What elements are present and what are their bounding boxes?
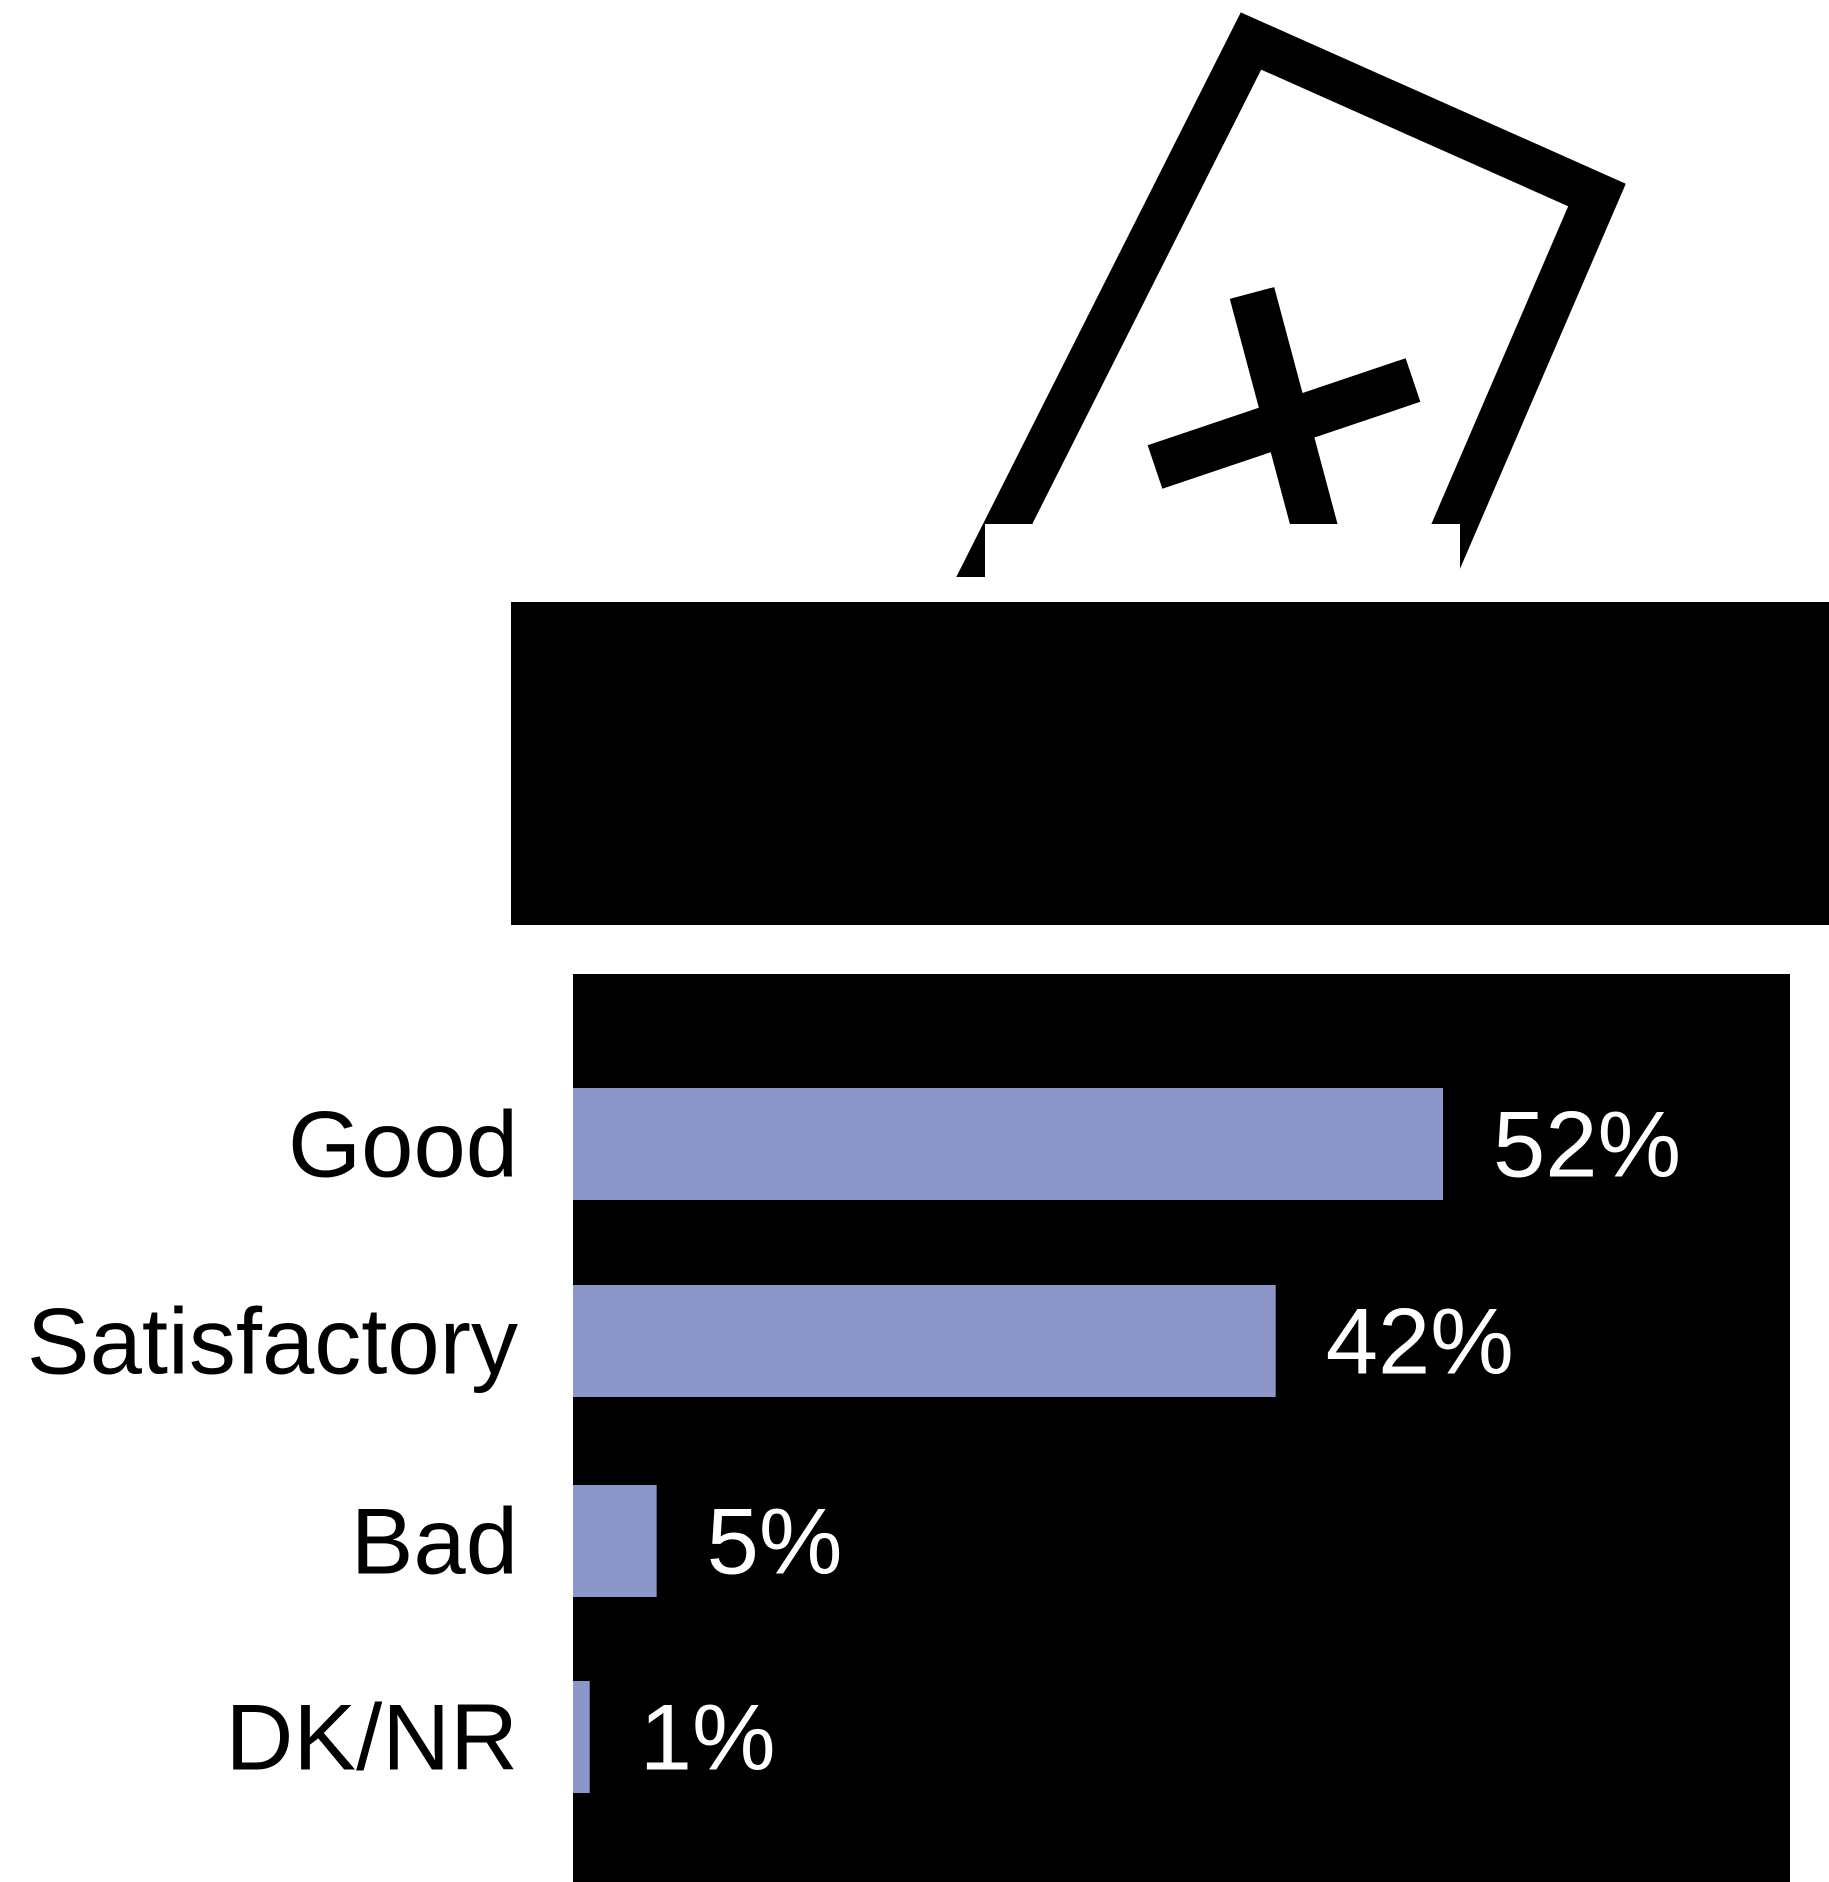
bar-bad [573,1485,657,1597]
value-label: 5% [707,1489,843,1594]
category-label: Bad [351,1489,518,1594]
category-label: DK/NR [226,1685,518,1790]
x-mark-icon [1147,287,1421,561]
ballot-box-lid [511,602,1829,925]
bar-satisfactory [573,1285,1276,1397]
value-label: 42% [1326,1289,1514,1394]
ballot-paper-icon [956,12,1626,577]
category-label: Satisfactory [27,1289,518,1394]
ballot-slot-cover [985,524,1460,602]
value-label: 52% [1493,1092,1681,1197]
bar-dk-nr [573,1681,590,1793]
value-label: 1% [640,1685,776,1790]
bars-layer: Good 52% Satisfactory 42% Bad 5% DK/NR 1% [27,1088,1681,1793]
category-label: Good [288,1092,518,1197]
bar-good [573,1088,1443,1200]
